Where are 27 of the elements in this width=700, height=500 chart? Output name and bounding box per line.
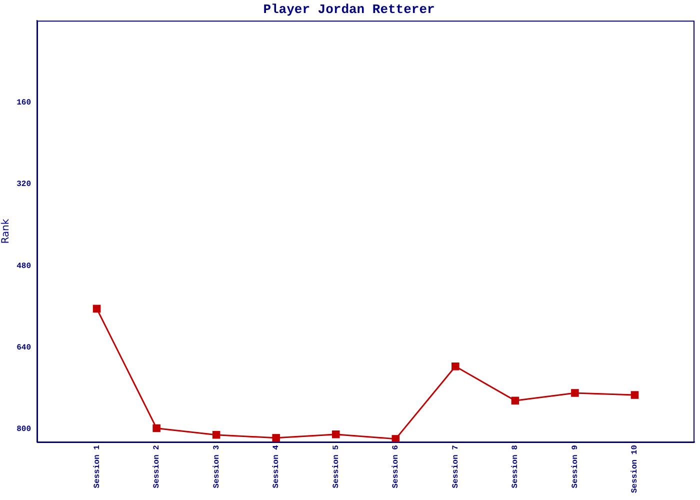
point <box>571 389 579 397</box>
x-tick-label: Session 2 <box>152 444 162 488</box>
x-tick-label: Session 6 <box>392 444 401 488</box>
point <box>452 362 460 370</box>
y-tick-label: 320 <box>16 180 32 190</box>
y-tick-label: 640 <box>16 344 32 353</box>
x-tick-label: Session 4 <box>272 444 282 488</box>
y-tick-label: 800 <box>16 425 32 434</box>
x-tick-label: Session 7 <box>451 444 460 488</box>
x-tick-label: Session 1 <box>92 444 102 488</box>
y-tick-label: 480 <box>16 262 32 271</box>
y-tick-label: 160 <box>16 98 32 108</box>
point <box>272 434 280 442</box>
x-tick-label: Session 8 <box>511 444 520 488</box>
x-tick-label: Session 10 <box>630 444 640 494</box>
x-tick-label: Session 9 <box>570 444 580 488</box>
point <box>511 396 520 405</box>
point <box>630 391 639 399</box>
x-tick-label: Session 3 <box>212 444 222 488</box>
point <box>92 304 101 313</box>
x-tick-label: Session 5 <box>332 444 341 488</box>
point <box>392 435 400 443</box>
point <box>332 430 340 438</box>
y-axis-title: Rank <box>0 218 12 244</box>
point <box>212 430 220 439</box>
point <box>152 424 160 432</box>
chart-title: Player Jordan Retterer <box>263 2 435 18</box>
